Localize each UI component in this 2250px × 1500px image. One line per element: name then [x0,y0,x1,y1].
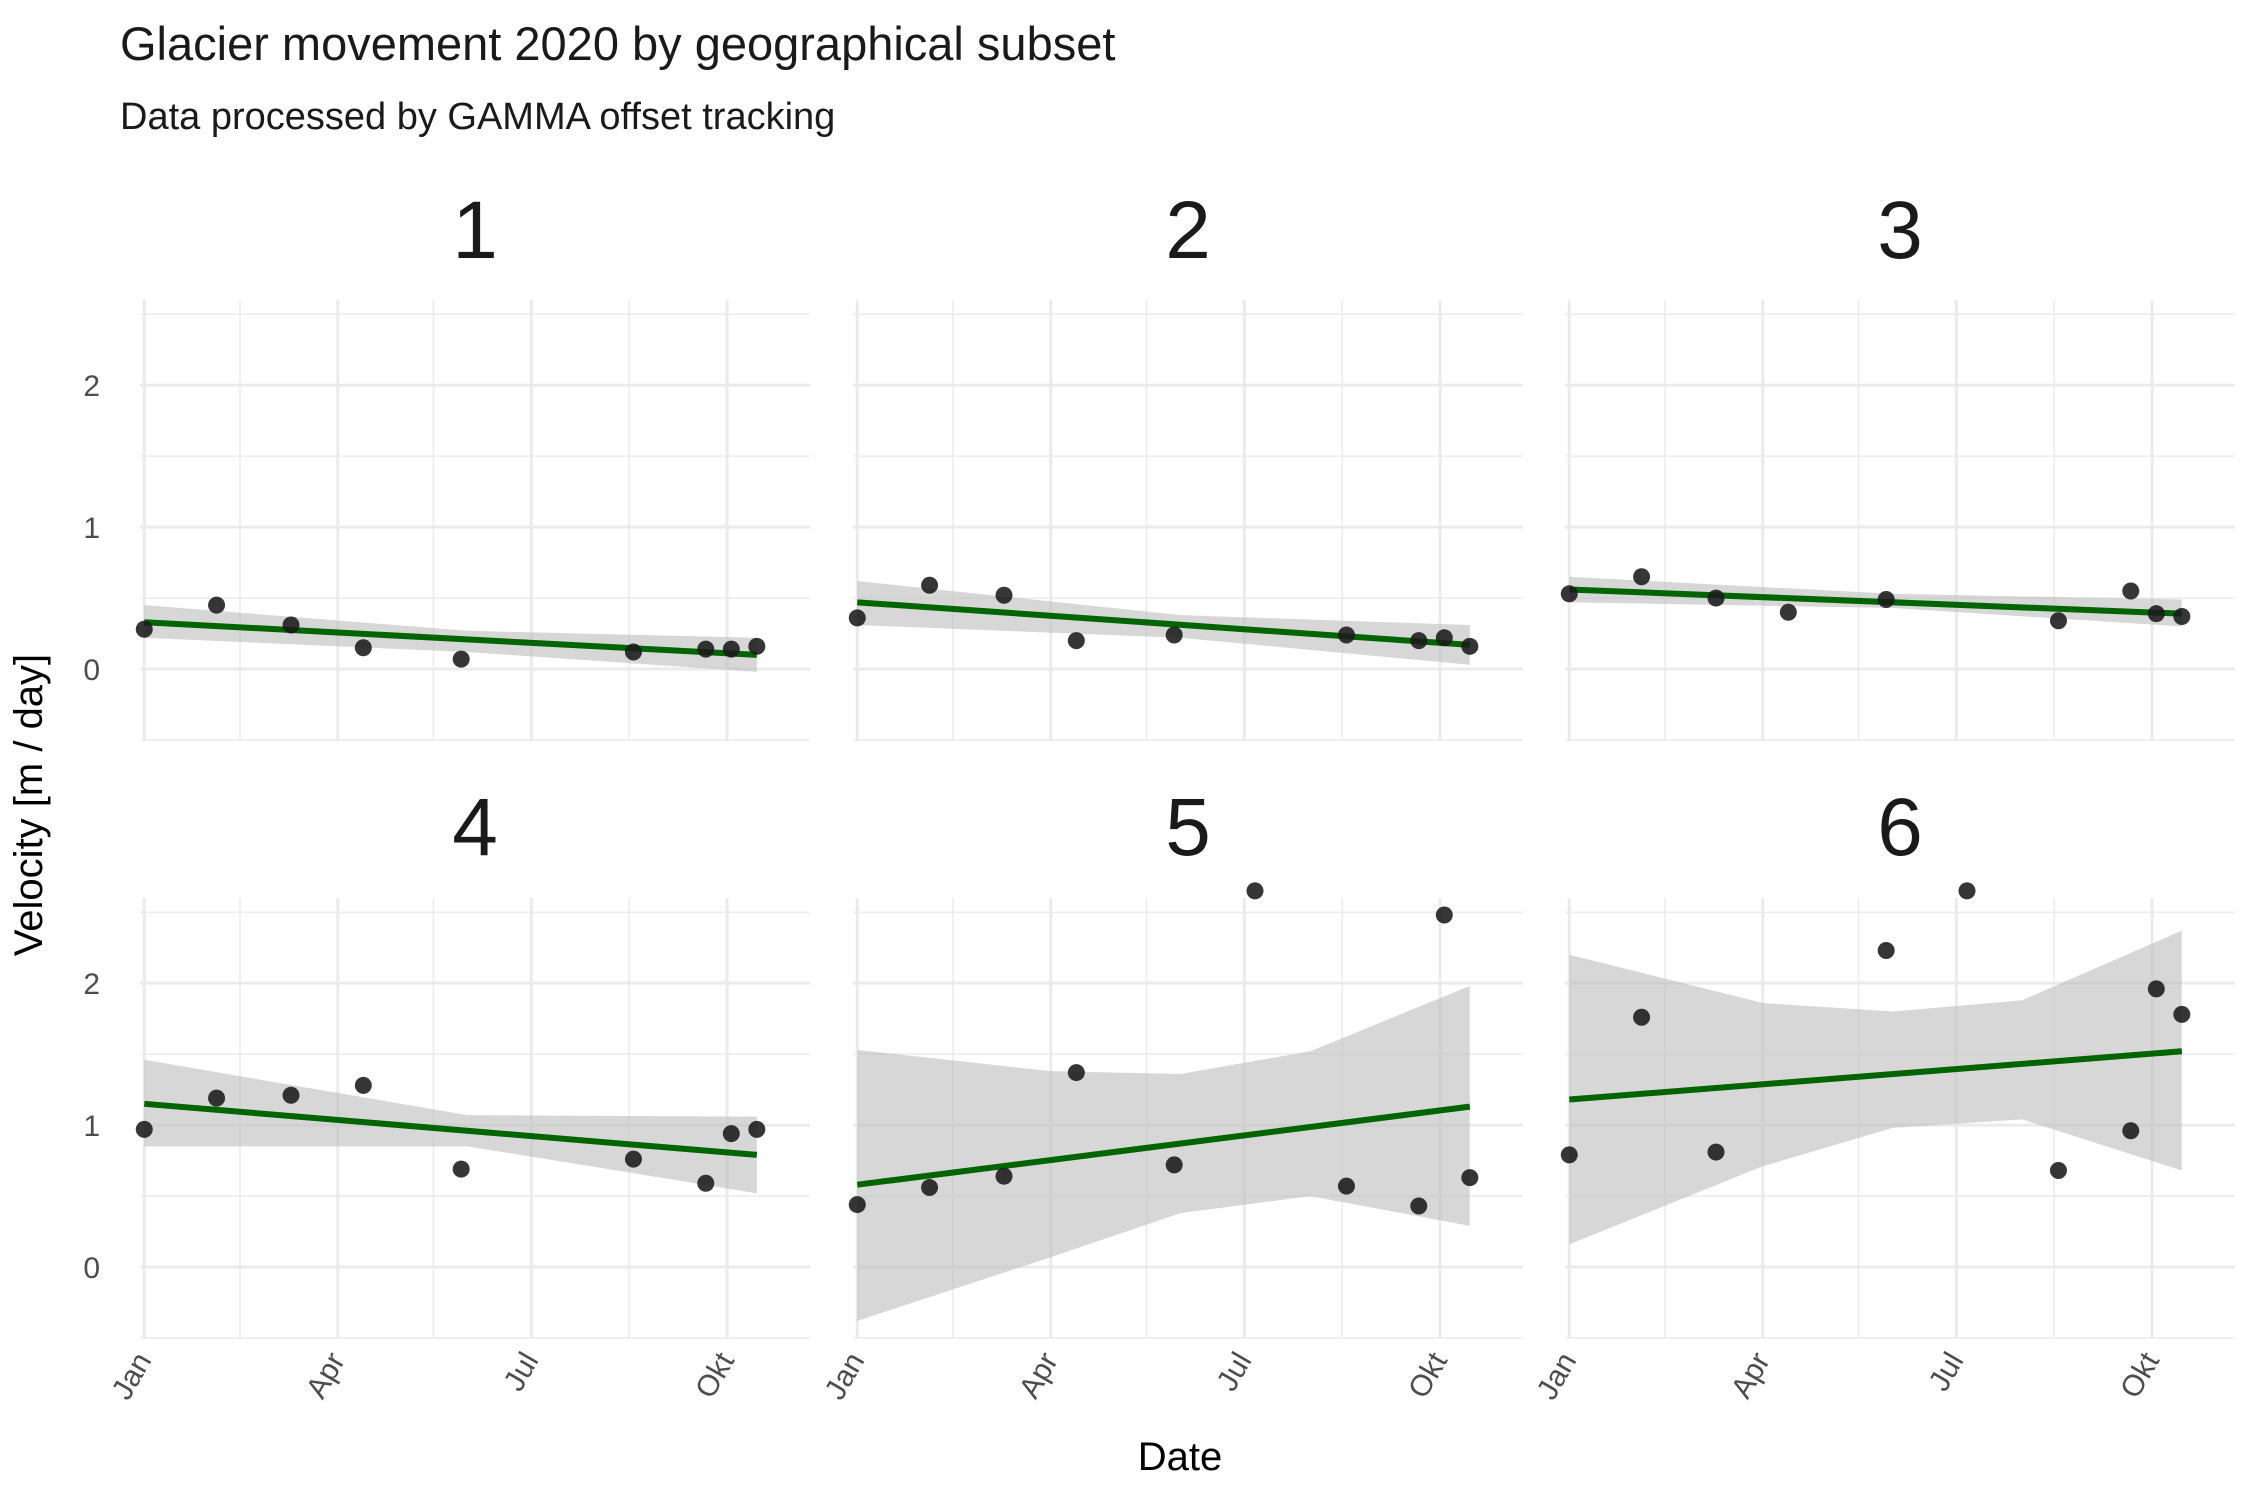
data-point [1958,882,1976,900]
facet-panel-4: 4 0 1 2 Jan Apr Jul Okt [83,782,810,1405]
y-tick-label: 2 [83,370,100,403]
chart-subtitle: Data processed by GAMMA offset tracking [120,96,835,138]
data-point [1560,585,1578,603]
x-tick-label: Jul [498,1347,546,1397]
data-point [2049,612,2067,630]
data-point [1165,1156,1183,1174]
x-tick-label: Jul [1211,1347,1259,1397]
facet-panel-2: 2 [848,185,1523,741]
trend-line [856,1103,1471,1188]
data-point [1067,1064,1085,1082]
data-point [354,1076,372,1094]
facet-panels: 1 0 1 2 2 3 4 0 1 2 Jan Apr Jul Okt 5 Jan Apr Jul Okt 6 Jan A… [83,185,2235,1405]
facet-strip-label: 4 [452,782,498,873]
data-point [921,1179,939,1197]
data-point [1461,637,1479,655]
data-point [282,616,300,634]
trend-line [857,599,1471,648]
trend-line [144,1100,758,1158]
data-point [1877,590,1895,608]
data-point [354,639,372,657]
data-point [995,1167,1013,1185]
x-tick-label: Jan [106,1347,159,1405]
data-point [1165,626,1183,644]
confidence-ribbon [1569,930,2182,1245]
data-point [2173,1005,2191,1023]
y-axis-label: Velocity [m / day] [7,654,51,956]
data-point [1246,882,1264,900]
y-tick-label: 0 [83,654,100,687]
facet-strip-label: 1 [452,185,498,276]
facet-strip-label: 5 [1165,782,1211,873]
data-point [1435,906,1453,924]
data-point [848,609,866,627]
data-point [1779,603,1797,621]
data-point [135,1120,153,1138]
data-point [1067,632,1085,650]
data-point [1633,568,1651,586]
data-point [2173,608,2191,626]
data-point [1633,1008,1651,1026]
y-tick-label: 1 [83,1110,100,1143]
x-tick-label: Jan [1531,1347,1584,1405]
data-point [748,637,766,655]
chart-title: Glacier movement 2020 by geographical su… [120,17,1115,70]
data-point [1560,1146,1578,1164]
x-axis-label: Date [1138,1435,1223,1479]
x-tick-label: Apr [1725,1347,1777,1404]
x-tick-label: Okt [1402,1346,1454,1403]
data-point [1435,629,1453,647]
data-point [2049,1162,2067,1180]
y-tick-label: 0 [83,1252,100,1285]
data-point [921,576,939,594]
data-point [2122,582,2140,600]
y-tick-label: 1 [83,512,100,545]
facet-panel-1: 1 0 1 2 [83,185,810,741]
x-tick-label: Apr [1013,1347,1065,1404]
facet-panel-3: 3 [1560,185,2235,741]
data-point [135,620,153,638]
data-point [697,640,715,658]
facet-strip-label: 3 [1877,185,1923,276]
data-point [1877,942,1895,960]
facet-panel-5: 5 Jan Apr Jul Okt [819,782,1523,1405]
data-point [624,643,642,661]
x-tick-label: Jan [819,1347,872,1405]
data-point [748,1120,766,1138]
trend-line [1569,586,2182,617]
x-tick-label: Okt [2114,1346,2166,1403]
data-point [2147,605,2165,623]
data-point [1337,1177,1355,1195]
data-point [1410,1197,1428,1215]
data-point [1337,626,1355,644]
data-point [722,640,740,658]
data-point [1707,1143,1725,1161]
data-point [848,1196,866,1214]
facet-panel-6: 6 Jan Apr Jul Okt [1531,782,2235,1405]
y-tick-label: 2 [83,968,100,1001]
data-point [208,596,226,614]
x-tick-label: Apr [300,1347,352,1404]
data-point [1707,589,1725,607]
x-tick-label: Okt [689,1346,741,1403]
trend-line [1569,1048,2183,1103]
data-point [722,1125,740,1143]
data-point [452,1160,470,1178]
facet-strip-label: 2 [1165,185,1211,276]
data-point [2122,1122,2140,1140]
data-point [208,1089,226,1107]
data-point [697,1174,715,1192]
data-point [1461,1169,1479,1187]
data-point [2147,980,2165,998]
data-point [995,586,1013,604]
trend-line [144,619,757,658]
data-point [452,650,470,668]
x-tick-label: Jul [1923,1347,1971,1397]
confidence-ribbon [857,986,1470,1321]
facet-strip-label: 6 [1877,782,1923,873]
data-point [624,1150,642,1168]
data-point [282,1086,300,1104]
data-point [1410,632,1428,650]
